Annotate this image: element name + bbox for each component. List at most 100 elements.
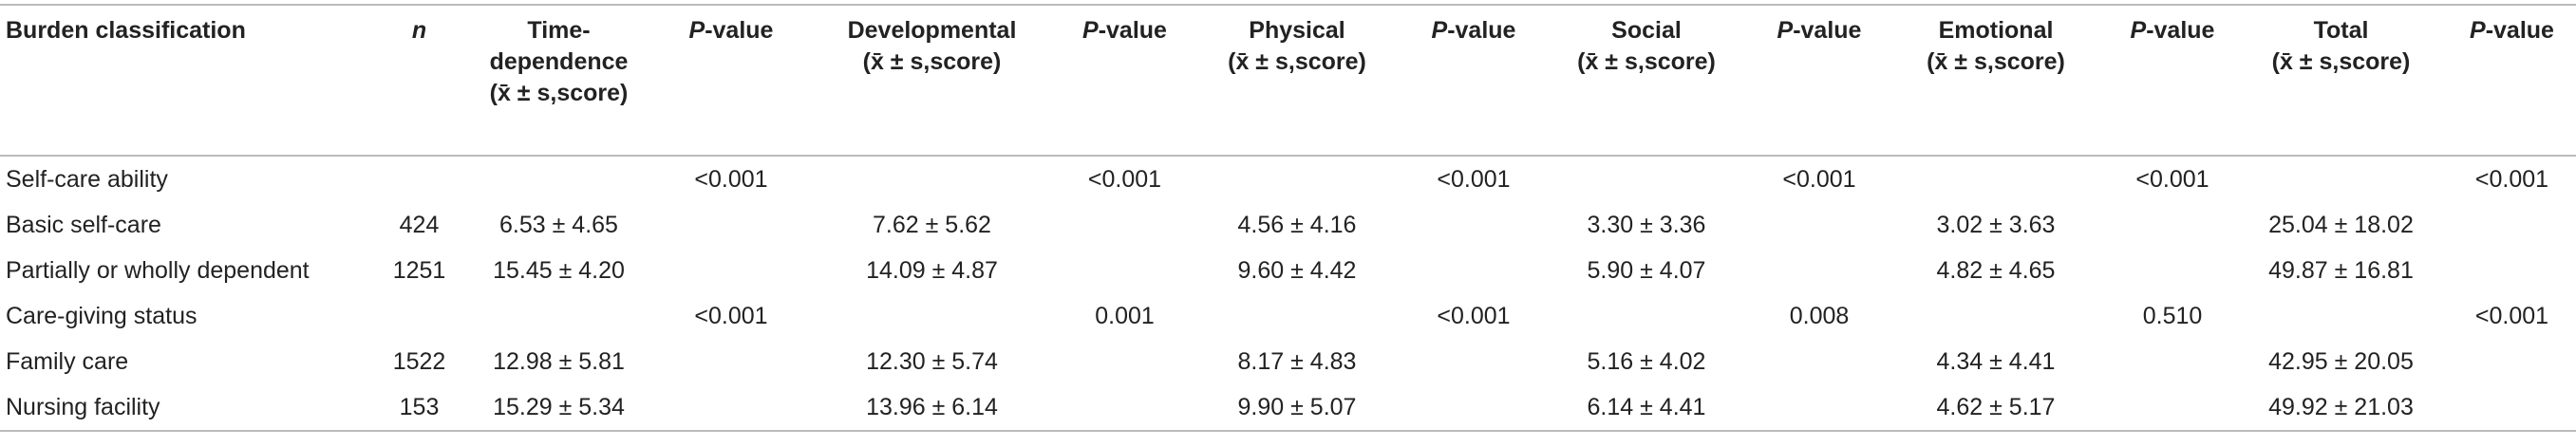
- table-cell: <0.001: [2474, 302, 2549, 329]
- table-cell: Nursing facility: [6, 393, 160, 420]
- table-cell: <0.001: [1782, 165, 1856, 193]
- table-cell: 1522: [392, 347, 446, 375]
- table-cell: 12.30 ± 5.74: [866, 347, 998, 375]
- table-cell: [1182, 156, 1412, 202]
- header-cell: P-value: [2111, 5, 2234, 157]
- table-row: Basic self-care 424 6.53 ± 4.65 7.62 ± 5.62…: [0, 202, 2576, 248]
- table-cell: [666, 384, 797, 431]
- table-cell: [1535, 156, 1758, 202]
- table-cell: [2111, 248, 2234, 293]
- table-cell: [452, 156, 666, 202]
- table-row: Family care 1522 12.98 ± 5.81 12.30 ± 5.74 8…: [0, 339, 2576, 384]
- table-cell: 14.09 ± 4.87: [866, 256, 998, 284]
- table-cell: 0.001: [1095, 302, 1155, 329]
- table-cell: <0.001: [2474, 165, 2549, 193]
- header-cell: Social (x̄ ± s,score): [1535, 5, 1758, 157]
- table-cell: 42.95 ± 20.05: [2268, 347, 2414, 375]
- table-cell: [2234, 156, 2448, 202]
- table-cell: 4.56 ± 4.16: [1237, 211, 1357, 238]
- page: Burden classification n Time- dependence (…: [0, 4, 2576, 447]
- table-cell: 49.92 ± 21.03: [2268, 393, 2414, 420]
- table-cell: 1251: [392, 256, 446, 284]
- table-cell: [1535, 293, 1758, 339]
- table-cell: 5.90 ± 4.07: [1587, 256, 1706, 284]
- header-row: Burden classification n Time- dependence (…: [0, 5, 2576, 157]
- header-cell: P-value: [666, 5, 797, 157]
- table-cell: [1758, 202, 1881, 248]
- table-cell: 4.34 ± 4.41: [1936, 347, 2056, 375]
- table-cell: [1412, 384, 1535, 431]
- table-cell: [1067, 248, 1182, 293]
- table-cell: 15.45 ± 4.20: [493, 256, 625, 284]
- table-cell: 13.96 ± 6.14: [866, 393, 998, 420]
- table-cell: [386, 293, 452, 339]
- table-cell: 4.62 ± 5.17: [1936, 393, 2056, 420]
- table-cell: <0.001: [2135, 165, 2209, 193]
- table-cell: 12.98 ± 5.81: [493, 347, 625, 375]
- table-cell: Partially or wholly dependent: [6, 256, 310, 284]
- table-cell: 3.30 ± 3.36: [1587, 211, 1706, 238]
- table-cell: [1758, 248, 1881, 293]
- table-cell: 8.17 ± 4.83: [1237, 347, 1357, 375]
- table-cell: [2448, 202, 2576, 248]
- header-cell: Developmental (x̄ ± s,score): [797, 5, 1067, 157]
- table-cell: 7.62 ± 5.62: [873, 211, 991, 238]
- table-cell: Basic self-care: [6, 211, 161, 238]
- table-cell: [1412, 202, 1535, 248]
- table-cell: [452, 293, 666, 339]
- header-cell: Physical (x̄ ± s,score): [1182, 5, 1412, 157]
- table-cell: Self-care ability: [6, 165, 168, 193]
- table-cell: [1067, 339, 1182, 384]
- table-cell: [1758, 384, 1881, 431]
- table-row: Care-giving status <0.001 0.001 <0.001 0.008…: [0, 293, 2576, 339]
- table-cell: 424: [399, 211, 440, 238]
- table-cell: 4.82 ± 4.65: [1936, 256, 2056, 284]
- table-cell: 6.14 ± 4.41: [1587, 393, 1706, 420]
- table-cell: [2111, 339, 2234, 384]
- header-cell: Burden classification: [0, 5, 386, 157]
- table-cell: [2448, 248, 2576, 293]
- table-cell: 9.90 ± 5.07: [1237, 393, 1357, 420]
- table-cell: <0.001: [694, 302, 768, 329]
- table-cell: 49.87 ± 16.81: [2268, 256, 2414, 284]
- header-cell: P-value: [1067, 5, 1182, 157]
- table-cell: [1067, 384, 1182, 431]
- table-cell: [2111, 202, 2234, 248]
- table-cell: 0.008: [1789, 302, 1850, 329]
- header-cell: n: [386, 5, 452, 157]
- table-cell: [1412, 248, 1535, 293]
- table-cell: [1758, 339, 1881, 384]
- table-cell: <0.001: [1087, 165, 1162, 193]
- header-cell: P-value: [1412, 5, 1535, 157]
- table-cell: <0.001: [1437, 302, 1511, 329]
- table-cell: [1182, 293, 1412, 339]
- table-cell: 6.53 ± 4.65: [499, 211, 618, 238]
- header-cell: P-value: [2448, 5, 2576, 157]
- table-cell: [2448, 384, 2576, 431]
- table-cell: 3.02 ± 3.63: [1936, 211, 2056, 238]
- table-cell: [1881, 156, 2111, 202]
- table-cell: [386, 156, 452, 202]
- table-cell: <0.001: [694, 165, 768, 193]
- table-cell: [2234, 293, 2448, 339]
- table-cell: 9.60 ± 4.42: [1237, 256, 1357, 284]
- table-cell: 0.510: [2142, 302, 2203, 329]
- table-cell: [1412, 339, 1535, 384]
- table-cell: [1881, 293, 2111, 339]
- table-cell: 25.04 ± 18.02: [2268, 211, 2414, 238]
- table-row: Self-care ability <0.001 <0.001 <0.001 <0.00…: [0, 156, 2576, 202]
- table-cell: [666, 339, 797, 384]
- table-cell: [797, 293, 1067, 339]
- header-cell: Total (x̄ ± s,score): [2234, 5, 2448, 157]
- data-table: Burden classification n Time- dependence (…: [0, 4, 2576, 432]
- table-cell: [666, 202, 797, 248]
- table-cell: [2111, 384, 2234, 431]
- table-row: Nursing facility 153 15.29 ± 5.34 13.96 ± 6…: [0, 384, 2576, 431]
- table-cell: <0.001: [1437, 165, 1511, 193]
- table-cell: Family care: [6, 347, 129, 375]
- table-cell: [2448, 339, 2576, 384]
- table-cell: 153: [399, 393, 440, 420]
- table-cell: 15.29 ± 5.34: [493, 393, 625, 420]
- table-cell: [1067, 202, 1182, 248]
- header-cell: Time- dependence (x̄ ± s,score): [452, 5, 666, 157]
